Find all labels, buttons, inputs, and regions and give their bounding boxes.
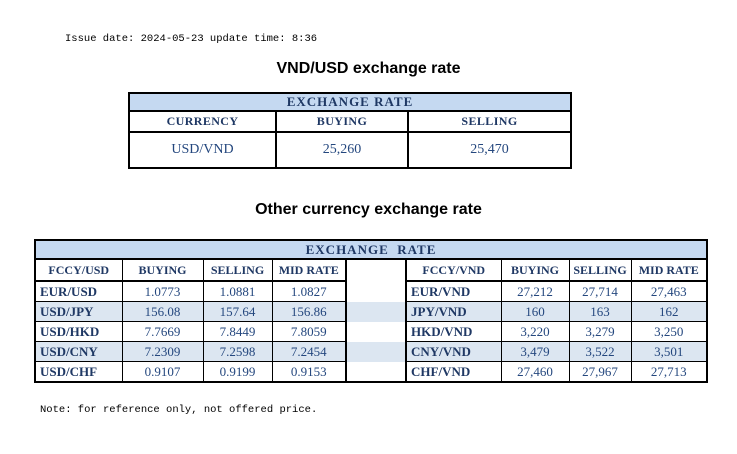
pair-cell: USD/CHF xyxy=(34,361,123,383)
pair-cell: JPY/VND xyxy=(405,301,502,322)
usd-exchange-rate-table: EXCHANGE RATE CURRENCY BUYING SELLING US… xyxy=(128,92,572,169)
pair-cell: EUR/USD xyxy=(34,280,123,302)
table-row-hkd: USD/HKD 7.7669 7.8449 7.8059 HKD/VND 3,2… xyxy=(34,321,708,342)
midrate-cell: 162 xyxy=(630,301,708,322)
other-currency-exchange-rate-table: EXCHANGE RATE FCCY/USD BUYING SELLING MI… xyxy=(34,239,709,383)
buying-cell: 7.2309 xyxy=(121,341,204,362)
selling-cell: 1.0881 xyxy=(202,280,273,302)
spacer-cell xyxy=(345,341,407,362)
buying-cell: 1.0773 xyxy=(121,280,204,302)
selling-cell: 7.8449 xyxy=(202,321,273,342)
pair-cell: USD/JPY xyxy=(34,301,123,322)
selling-cell: 0.9199 xyxy=(202,361,273,383)
footer-note: Note: for reference only, not offered pr… xyxy=(40,404,318,416)
column-header-currency: CURRENCY xyxy=(128,110,277,133)
column-header-midrate-vnd: MID RATE xyxy=(630,258,708,282)
spacer-cell xyxy=(345,281,407,302)
other-table-header-row: EXCHANGE RATE xyxy=(34,239,708,260)
midrate-cell: 3,250 xyxy=(630,321,708,342)
table-row-jpy: USD/JPY 156.08 157.64 156.86 JPY/VND 160… xyxy=(34,301,708,322)
column-header-selling: SELLING xyxy=(407,110,572,133)
usd-table-header: EXCHANGE RATE xyxy=(128,92,572,112)
table-row-chf: USD/CHF 0.9107 0.9199 0.9153 CHF/VND 27,… xyxy=(34,361,708,383)
selling-rate-cell: 25,470 xyxy=(407,131,572,169)
currency-pair-cell: USD/VND xyxy=(128,131,277,169)
spacer-cell xyxy=(345,321,407,342)
spacer-cell xyxy=(345,301,407,322)
midrate-cell: 27,463 xyxy=(630,280,708,302)
column-header-buying: BUYING xyxy=(275,110,409,133)
midrate-cell: 0.9153 xyxy=(271,361,347,383)
pair-cell: CNY/VND xyxy=(405,341,502,362)
selling-cell: 157.64 xyxy=(202,301,273,322)
column-header-selling-vnd: SELLING xyxy=(568,258,632,282)
column-header-buying-usd: BUYING xyxy=(121,258,204,282)
buying-cell: 160 xyxy=(500,301,570,322)
midrate-cell: 3,501 xyxy=(630,341,708,362)
column-header-buying-vnd: BUYING xyxy=(500,258,570,282)
other-table-column-header-row: FCCY/USD BUYING SELLING MID RATE FCCY/VN… xyxy=(34,258,708,282)
pair-cell: HKD/VND xyxy=(405,321,502,342)
pair-cell: USD/CNY xyxy=(34,341,123,362)
pair-cell: EUR/VND xyxy=(405,280,502,302)
table-row-cny: USD/CNY 7.2309 7.2598 7.2454 CNY/VND 3,4… xyxy=(34,341,708,362)
selling-cell: 27,967 xyxy=(568,361,632,383)
midrate-cell: 7.8059 xyxy=(271,321,347,342)
usd-table-title: VND/USD exchange rate xyxy=(276,60,461,77)
other-table-title: Other currency exchange rate xyxy=(255,201,482,218)
midrate-cell: 27,713 xyxy=(630,361,708,383)
selling-cell: 3,522 xyxy=(568,341,632,362)
column-header-selling-usd: SELLING xyxy=(202,258,273,282)
buying-cell: 7.7669 xyxy=(121,321,204,342)
spacer-cell xyxy=(345,259,407,281)
buying-cell: 3,479 xyxy=(500,341,570,362)
usd-table-header-row: EXCHANGE RATE xyxy=(128,92,572,112)
column-header-fccy-usd: FCCY/USD xyxy=(34,258,123,282)
pair-cell: USD/HKD xyxy=(34,321,123,342)
midrate-cell: 156.86 xyxy=(271,301,347,322)
usd-table-column-header-row: CURRENCY BUYING SELLING xyxy=(128,110,572,133)
issue-date-line: Issue date: 2024-05-23 update time: 8:36 xyxy=(65,33,318,45)
usd-vnd-rate-row: USD/VND 25,260 25,470 xyxy=(128,131,572,169)
buying-cell: 156.08 xyxy=(121,301,204,322)
pair-cell: CHF/VND xyxy=(405,361,502,383)
buying-cell: 3,220 xyxy=(500,321,570,342)
buying-cell: 27,212 xyxy=(500,280,570,302)
selling-cell: 27,714 xyxy=(568,280,632,302)
selling-cell: 163 xyxy=(568,301,632,322)
table-row-eur: EUR/USD 1.0773 1.0881 1.0827 EUR/VND 27,… xyxy=(34,280,708,302)
spacer-cell xyxy=(345,361,407,382)
selling-cell: 7.2598 xyxy=(202,341,273,362)
midrate-cell: 1.0827 xyxy=(271,280,347,302)
column-header-fccy-vnd: FCCY/VND xyxy=(405,258,502,282)
selling-cell: 3,279 xyxy=(568,321,632,342)
other-table-header: EXCHANGE RATE xyxy=(34,239,708,260)
column-header-midrate-usd: MID RATE xyxy=(271,258,347,282)
midrate-cell: 7.2454 xyxy=(271,341,347,362)
buying-rate-cell: 25,260 xyxy=(275,131,409,169)
buying-cell: 0.9107 xyxy=(121,361,204,383)
buying-cell: 27,460 xyxy=(500,361,570,383)
